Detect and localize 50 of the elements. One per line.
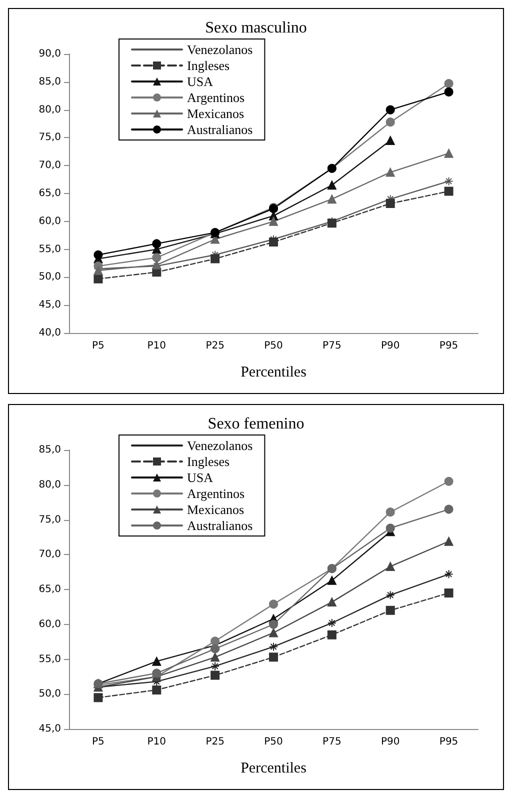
legend-label: USA: [187, 74, 214, 89]
y-tick-label: 45,0: [38, 724, 61, 734]
x-tick-label: P75: [322, 736, 342, 748]
y-tick-label: 55,0: [38, 244, 61, 255]
legend-label: Australianos: [187, 518, 253, 533]
legend-label: Mexicanos: [187, 502, 244, 517]
y-tick-label: 85,0: [38, 76, 61, 88]
x-tick-label: P10: [147, 736, 166, 748]
x-axis-title: Percentiles: [240, 364, 307, 380]
legend-label: Australianos: [187, 122, 253, 137]
y-tick-label: 45,0: [38, 300, 61, 311]
y-tick-label: 55,0: [38, 654, 61, 665]
y-tick-label: 70,0: [38, 160, 61, 172]
legend-label: Mexicanos: [187, 106, 244, 121]
y-tick-label: 60,0: [38, 216, 61, 227]
y-tick-label: 75,0: [38, 514, 61, 526]
y-tick-label: 80,0: [38, 104, 61, 116]
y-tick-label: 70,0: [38, 549, 61, 560]
x-tick-label: P90: [380, 340, 400, 352]
y-tick-label: 65,0: [38, 584, 61, 595]
x-tick-label: P50: [264, 736, 283, 748]
legend-label: Argentinos: [187, 90, 245, 105]
x-tick-label: P10: [147, 340, 166, 352]
y-tick-label: 40,0: [38, 328, 61, 338]
x-tick-label: P95: [439, 736, 458, 748]
legend-label: Argentinos: [187, 486, 245, 501]
x-tick-label: P75: [322, 340, 342, 352]
x-tick-label: P90: [380, 736, 400, 748]
x-tick-label: P25: [206, 736, 224, 748]
x-tick-label: P25: [206, 340, 224, 352]
x-tick-label: P50: [264, 340, 283, 352]
legend-label: Venezolanos: [187, 438, 253, 453]
y-tick-label: 80,0: [38, 479, 61, 490]
chart-title: Sexo masculino: [205, 20, 307, 36]
y-tick-label: 90,0: [38, 48, 61, 60]
x-tick-label: P95: [439, 340, 458, 352]
x-tick-label: P5: [92, 340, 104, 352]
legend-label: Ingleses: [187, 454, 230, 469]
y-tick-label: 50,0: [38, 272, 61, 283]
y-tick-label: 60,0: [38, 618, 61, 630]
x-tick-label: P5: [92, 736, 104, 748]
y-tick-label: 75,0: [38, 132, 61, 144]
legend-label: Venezolanos: [187, 42, 253, 57]
y-tick-label: 85,0: [38, 444, 61, 456]
y-tick-label: 50,0: [38, 688, 61, 700]
x-axis-title: Percentiles: [240, 760, 307, 776]
legend-label: Ingleses: [187, 58, 230, 73]
chart-title: Sexo femenino: [208, 416, 304, 432]
y-tick-label: 65,0: [38, 188, 61, 199]
legend-label: USA: [187, 470, 214, 485]
